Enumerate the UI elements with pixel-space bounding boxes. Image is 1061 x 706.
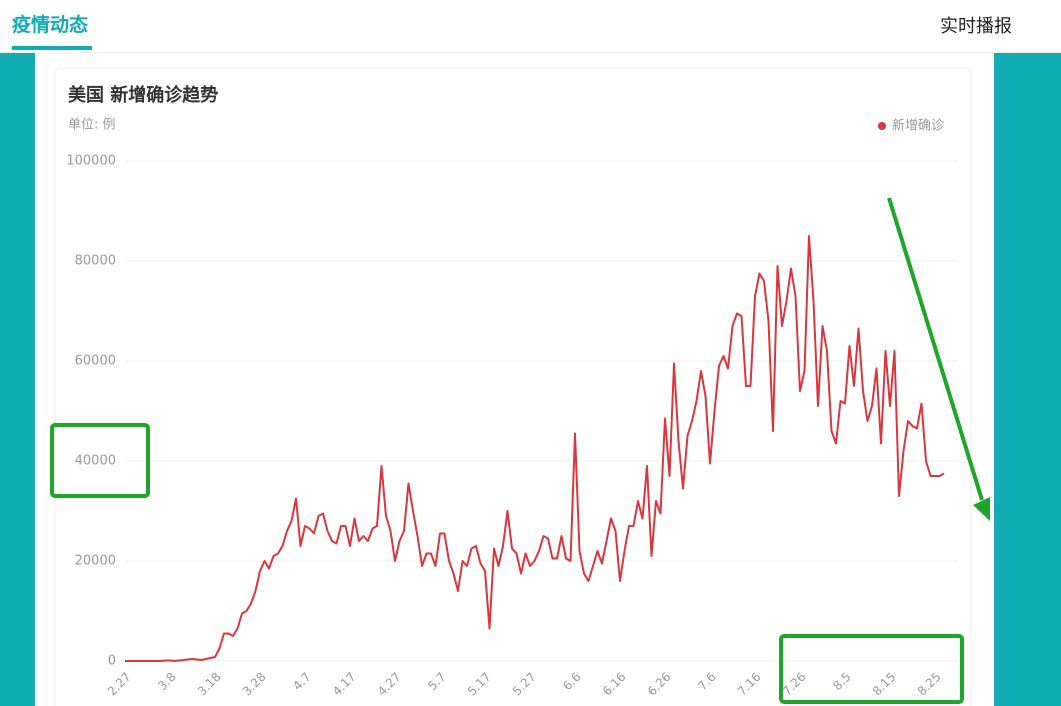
annotation-box (779, 634, 964, 704)
y-tick-label: 80000 (75, 254, 116, 269)
tab[interactable]: 实时播报 (940, 16, 1012, 37)
chart-subtitle: 单位: 例 (68, 118, 116, 133)
y-tick-label: 40000 (75, 454, 116, 469)
top-bar: 疫情动态 实时播报 (0, 0, 1061, 53)
annotation-box (50, 423, 150, 498)
chart-title: 美国 新增确诊趋势 (68, 84, 218, 106)
annotation-arrowhead (973, 497, 990, 521)
legend-label: 新增确诊 (892, 118, 944, 134)
y-tick-label: 100000 (66, 154, 116, 169)
y-tick-label: 20000 (75, 554, 116, 569)
legend-marker (878, 122, 886, 130)
line (125, 235, 945, 662)
chart-card (54, 67, 972, 706)
y-tick-label: 0 (108, 654, 116, 669)
annotation-arrow (887, 197, 984, 501)
tab-underline (12, 46, 92, 50)
y-tick-label: 60000 (75, 354, 116, 369)
tab[interactable]: 疫情动态 (12, 14, 89, 36)
